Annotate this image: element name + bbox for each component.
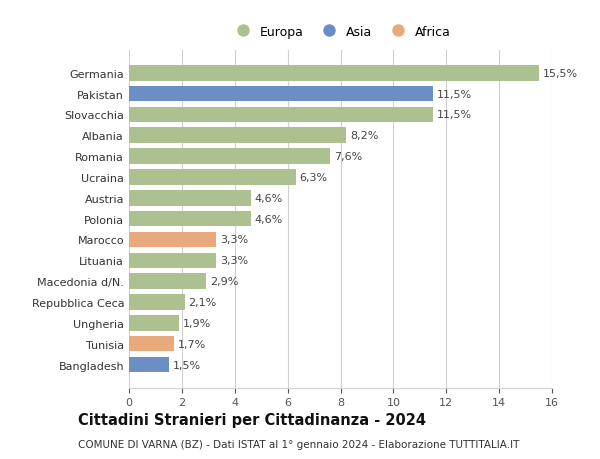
Text: 4,6%: 4,6%: [254, 193, 283, 203]
Text: 1,9%: 1,9%: [183, 318, 211, 328]
Bar: [129, 232, 216, 248]
Bar: [129, 190, 251, 206]
Text: 6,3%: 6,3%: [299, 173, 328, 183]
Text: 4,6%: 4,6%: [254, 214, 283, 224]
Text: 3,3%: 3,3%: [220, 256, 248, 266]
Bar: [129, 149, 330, 165]
Text: 2,9%: 2,9%: [209, 277, 238, 286]
Bar: [129, 357, 169, 373]
Text: 11,5%: 11,5%: [437, 110, 472, 120]
Text: 2,1%: 2,1%: [188, 297, 217, 308]
Bar: [129, 315, 179, 331]
Bar: [129, 170, 296, 185]
Text: 11,5%: 11,5%: [437, 90, 472, 100]
Bar: [129, 274, 206, 289]
Text: 8,2%: 8,2%: [350, 131, 378, 141]
Bar: [129, 66, 539, 81]
Text: 1,5%: 1,5%: [173, 360, 201, 369]
Bar: [129, 253, 216, 269]
Bar: [129, 212, 251, 227]
Bar: [129, 336, 174, 352]
Text: Cittadini Stranieri per Cittadinanza - 2024: Cittadini Stranieri per Cittadinanza - 2…: [78, 413, 426, 428]
Legend: Europa, Asia, Africa: Europa, Asia, Africa: [227, 23, 454, 41]
Bar: [129, 128, 346, 144]
Text: 1,7%: 1,7%: [178, 339, 206, 349]
Bar: [129, 295, 185, 310]
Text: 3,3%: 3,3%: [220, 235, 248, 245]
Bar: [129, 107, 433, 123]
Text: 7,6%: 7,6%: [334, 152, 362, 162]
Bar: [129, 87, 433, 102]
Text: COMUNE DI VARNA (BZ) - Dati ISTAT al 1° gennaio 2024 - Elaborazione TUTTITALIA.I: COMUNE DI VARNA (BZ) - Dati ISTAT al 1° …: [78, 440, 520, 449]
Text: 15,5%: 15,5%: [543, 69, 578, 78]
